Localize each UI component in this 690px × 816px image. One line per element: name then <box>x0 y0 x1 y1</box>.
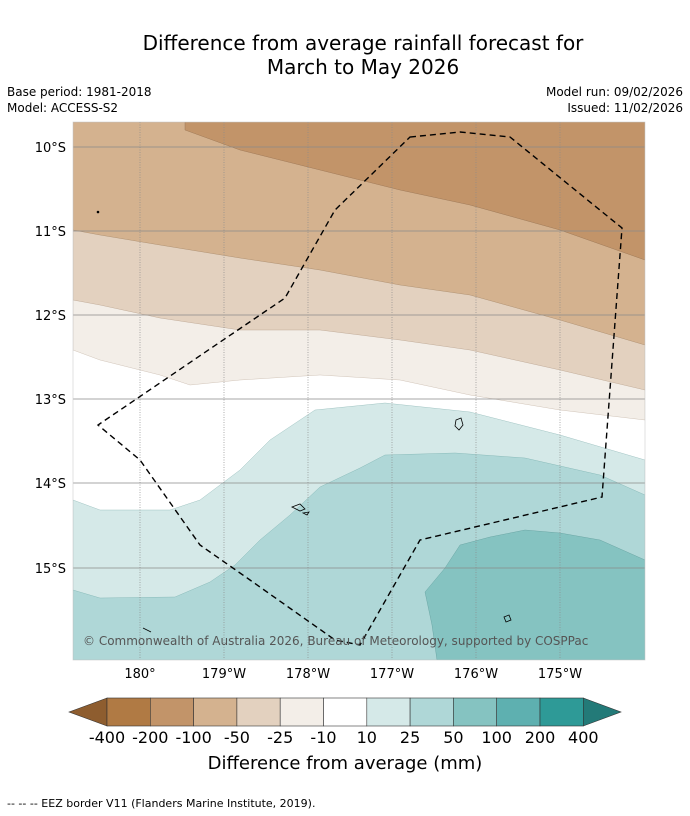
colorbar-swatch <box>366 697 411 727</box>
lon-label: 175°W <box>538 667 582 682</box>
colorbar-min-arrow <box>68 697 108 727</box>
rainfall-map: 10°S 11°S 12°S 13°S 14°S 15°S 180° 179°W… <box>35 121 646 747</box>
colorbar-ticks: -400 -200 -100 -50 -25 -10 10 25 50 100 … <box>89 728 599 747</box>
map-frame <box>72 121 646 661</box>
title-line-1: Difference from average rainfall forecas… <box>142 31 584 55</box>
colorbar-tick-label: -200 <box>132 728 168 747</box>
colorbar-swatch <box>323 697 368 727</box>
model-run-text: Model run: 09/02/2026 <box>545 85 683 99</box>
model-text: Model: ACCESS-S2 <box>7 101 119 115</box>
colorbar-tick-label: -50 <box>224 728 250 747</box>
colorbar-swatch <box>409 697 454 727</box>
colorbar-tick-label: -100 <box>175 728 211 747</box>
colorbar-swatch <box>236 697 281 727</box>
meta-left: Base period: 1981-2018 Model: ACCESS-S2 <box>7 84 152 116</box>
colorbar-tick-label: -10 <box>310 728 336 747</box>
colorbar-swatch <box>106 697 151 727</box>
eez-border <box>96 131 623 646</box>
colorbar-swatch <box>193 697 238 727</box>
colorbar-swatch <box>496 697 541 727</box>
colorbar-caption: Difference from average (mm) <box>207 753 483 774</box>
lon-axis: 180° 179°W 178°W 177°W 176°W 175°W <box>124 667 582 682</box>
lon-label: 177°W <box>370 667 414 682</box>
islands <box>96 210 512 633</box>
island-dot <box>96 210 100 214</box>
lat-label: 10°S <box>35 141 66 156</box>
band-p50-p100 <box>424 529 645 660</box>
gridlines <box>73 122 645 660</box>
lon-label: 180° <box>124 667 155 682</box>
lat-label: 14°S <box>35 477 66 492</box>
island-outline <box>291 503 306 512</box>
colorbar-tick-label: 200 <box>525 728 556 747</box>
colorbar-tick-label: 10 <box>357 728 377 747</box>
island-outline <box>142 627 152 633</box>
map-title: Difference from average rainfall forecas… <box>0 31 690 79</box>
island-outline <box>503 614 512 623</box>
colorbar-swatch <box>279 697 324 727</box>
colorbar-swatch <box>539 697 584 727</box>
meta-right: Model run: 09/02/2026 Issued: 11/02/2026 <box>546 84 683 116</box>
colorbar-tick-label: -25 <box>267 728 293 747</box>
island-outline <box>454 417 464 431</box>
title-line-2: March to May 2026 <box>266 55 460 79</box>
colorbar-tick-label: 25 <box>400 728 420 747</box>
lon-label: 176°W <box>454 667 498 682</box>
band-n200-n100 <box>184 122 645 261</box>
colorbar-tick-label: 100 <box>481 728 512 747</box>
colorbar-swatch <box>150 697 194 727</box>
colorbar-tick-label: -400 <box>89 728 125 747</box>
colorbar-tick-label: 50 <box>443 728 463 747</box>
island-outline <box>301 511 310 516</box>
lon-label: 179°W <box>202 667 246 682</box>
colorbar <box>68 697 622 727</box>
lat-label: 12°S <box>35 309 66 324</box>
lat-axis: 10°S 11°S 12°S 13°S 14°S 15°S <box>35 141 66 577</box>
colorbar-swatch <box>453 697 497 727</box>
lat-label: 15°S <box>35 562 66 577</box>
copyright-notice: © Commonwealth of Australia 2026, Bureau… <box>83 634 588 648</box>
lat-label: 11°S <box>35 225 66 240</box>
colorbar-max-arrow <box>582 697 622 727</box>
lat-label: 13°S <box>35 393 66 408</box>
issued-text: Issued: 11/02/2026 <box>567 101 683 115</box>
colorbar-tick-label: 400 <box>568 728 599 747</box>
eez-footer-note: -- -- -- EEZ border V11 (Flanders Marine… <box>7 797 316 810</box>
base-period-text: Base period: 1981-2018 <box>7 85 152 99</box>
contour-layer <box>73 122 645 660</box>
lon-label: 178°W <box>286 667 330 682</box>
